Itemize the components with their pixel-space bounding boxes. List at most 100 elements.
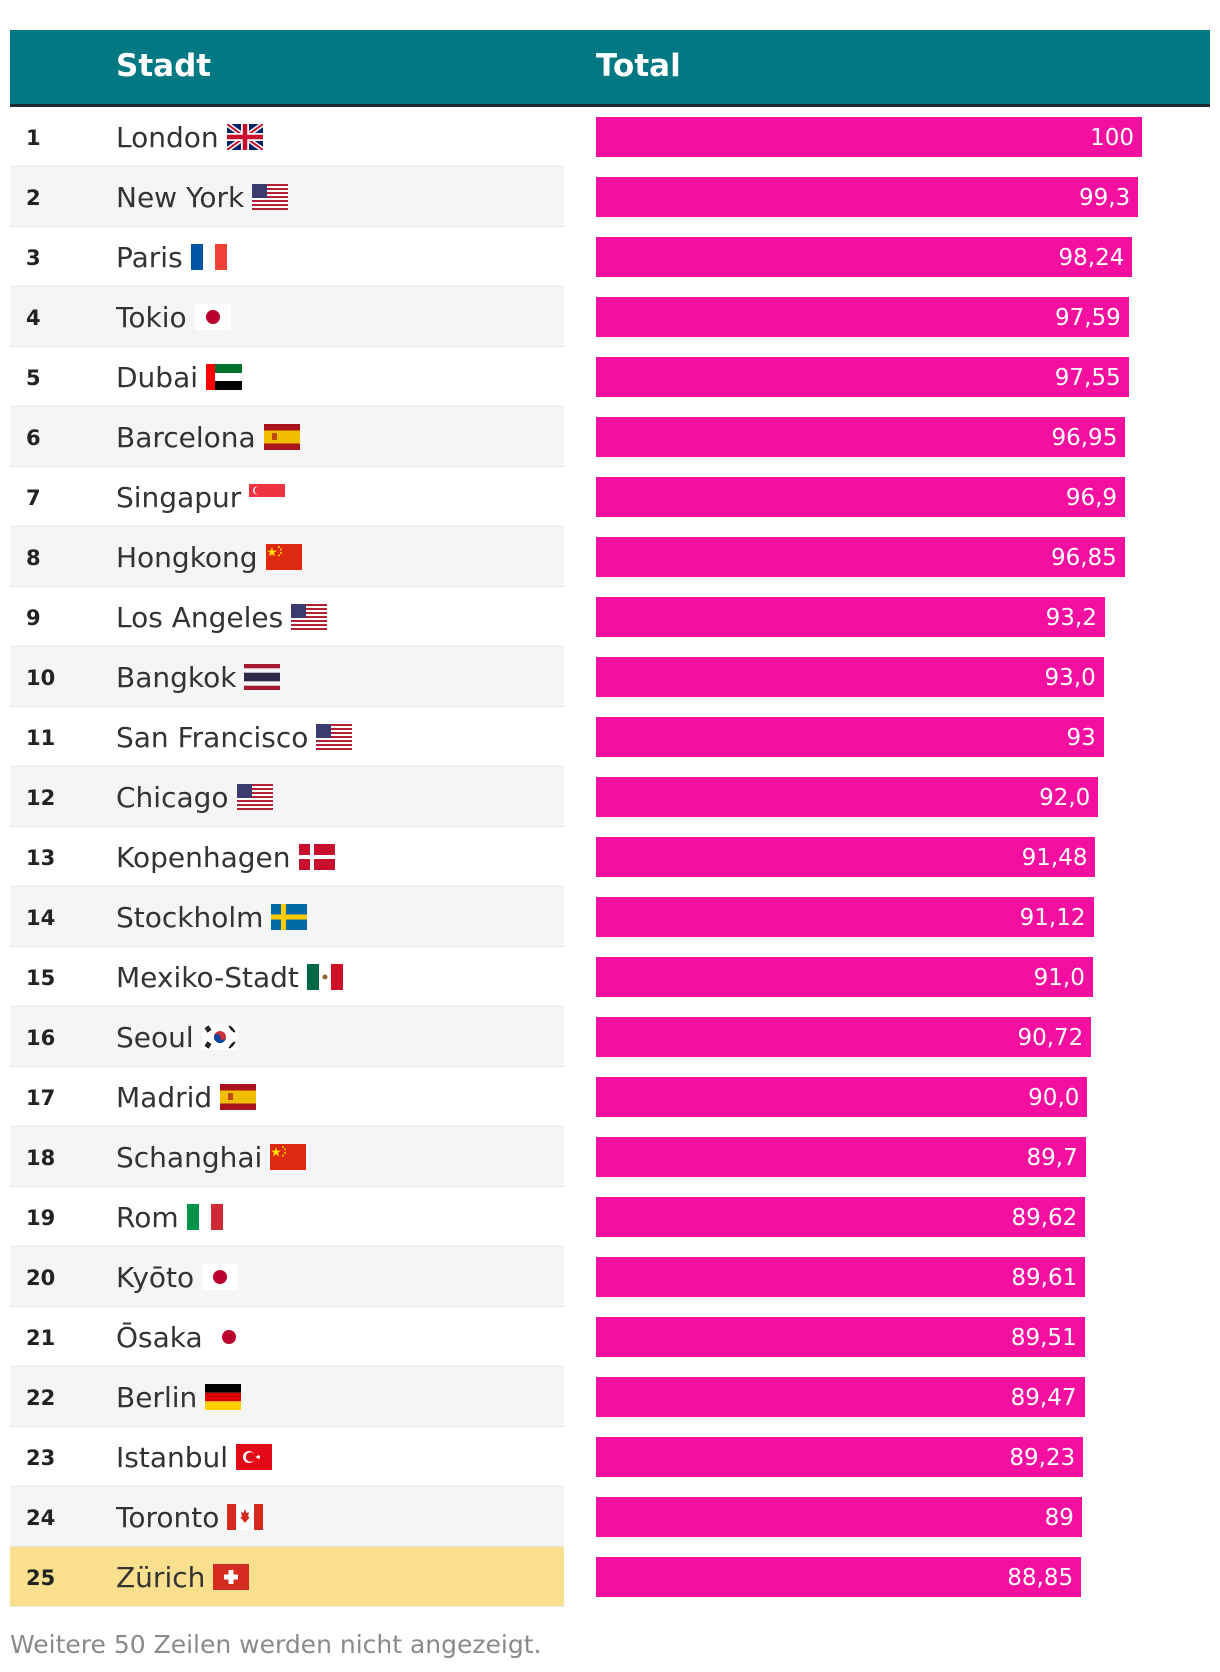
city-cell: Mexiko-Stadt (116, 960, 343, 994)
city-cell: Kopenhagen (116, 840, 335, 874)
table-row: 6 Barcelona 96,95 (10, 407, 1210, 467)
city-name: Schanghai (116, 1140, 263, 1174)
bar-track: 89,23 (596, 1437, 1210, 1477)
city-name: Ōsaka (116, 1320, 203, 1354)
bar-track: 90,72 (596, 1017, 1210, 1057)
value-label: 93 (1066, 725, 1096, 751)
value-label: 96,9 (1065, 485, 1118, 511)
rank-label: 3 (26, 246, 41, 270)
bar-track: 100 (596, 117, 1210, 157)
table-row: 4 Tokio 97,59 (10, 287, 1210, 347)
value-bar: 89,62 (596, 1197, 1086, 1237)
bar-track: 99,3 (596, 177, 1210, 217)
bar-track: 91,12 (596, 897, 1210, 937)
table-row: 1 London 100 (10, 107, 1210, 167)
value-label: 92,0 (1039, 785, 1091, 811)
table-row: 15 Mexiko-Stadt 91,0 (10, 947, 1210, 1007)
table-row: 16 Seoul 90,72 (10, 1007, 1210, 1067)
bar-track: 93 (596, 717, 1210, 757)
city-cell: Chicago (116, 780, 273, 814)
spain-flag-icon (220, 1084, 257, 1110)
city-cell: Dubai (116, 360, 243, 394)
city-name: New York (116, 180, 245, 214)
us-flag-icon (252, 184, 289, 210)
city-cell: Singapur (116, 480, 286, 514)
switzerland-flag-icon (213, 1564, 250, 1590)
value-bar: 89 (596, 1497, 1082, 1537)
value-bar: 93,0 (596, 657, 1104, 697)
rank-label: 24 (26, 1506, 56, 1530)
row-background (10, 1367, 564, 1427)
footnote: Weitere 50 Zeilen werden nicht angezeigt… (10, 1630, 542, 1659)
city-name: Los Angeles (116, 600, 284, 634)
value-bar: 89,47 (596, 1377, 1085, 1417)
value-bar: 89,7 (596, 1137, 1086, 1177)
bar-track: 88,85 (596, 1557, 1210, 1597)
thailand-flag-icon (244, 664, 281, 690)
city-name: Dubai (116, 360, 199, 394)
rank-label: 8 (26, 546, 41, 570)
value-label: 91,48 (1021, 845, 1088, 871)
row-background (10, 647, 564, 707)
bar-track: 93,2 (596, 597, 1210, 637)
city-cell: Hongkong (116, 540, 302, 574)
value-label: 89 (1044, 1505, 1074, 1531)
bar-track: 89,51 (596, 1317, 1210, 1357)
value-label: 100 (1090, 125, 1134, 151)
value-label: 96,95 (1051, 425, 1118, 451)
rank-label: 2 (26, 186, 41, 210)
rank-label: 15 (26, 966, 56, 990)
value-bar: 97,55 (596, 357, 1129, 397)
bar-track: 96,9 (596, 477, 1210, 517)
city-name: Madrid (116, 1080, 213, 1114)
city-cell: San Francisco (116, 720, 353, 754)
city-cell: Toronto (116, 1500, 264, 1534)
city-cell: Schanghai (116, 1140, 307, 1174)
japan-flag-icon (210, 1324, 247, 1350)
table-row: 3 Paris 98,24 (10, 227, 1210, 287)
city-name: Singapur (116, 480, 242, 514)
value-label: 89,23 (1009, 1445, 1076, 1471)
bar-track: 89 (596, 1497, 1210, 1537)
rank-label: 1 (26, 126, 41, 150)
value-label: 88,85 (1007, 1565, 1074, 1591)
table-row: 24 Toronto 89 (10, 1487, 1210, 1547)
bar-track: 89,61 (596, 1257, 1210, 1297)
value-bar: 90,0 (596, 1077, 1088, 1117)
city-name: Toronto (116, 1500, 220, 1534)
bar-track: 89,62 (596, 1197, 1210, 1237)
city-cell: Ōsaka (116, 1320, 247, 1354)
value-bar: 97,59 (596, 297, 1129, 337)
bar-track: 89,47 (596, 1377, 1210, 1417)
city-name: Rom (116, 1200, 179, 1234)
rank-label: 17 (26, 1086, 56, 1110)
table-row: 18 Schanghai 89,7 (10, 1127, 1210, 1187)
bar-track: 96,85 (596, 537, 1210, 577)
city-name: Kyōto (116, 1260, 195, 1294)
column-header-total[interactable]: Total (596, 48, 681, 84)
column-header-city[interactable]: Stadt (116, 48, 212, 84)
rank-label: 23 (26, 1446, 56, 1470)
value-label: 97,59 (1054, 305, 1121, 331)
value-bar: 90,72 (596, 1017, 1092, 1057)
city-cell: Madrid (116, 1080, 257, 1114)
value-label: 90,0 (1028, 1085, 1080, 1111)
china-flag-icon (270, 1144, 307, 1170)
table-row: 11 San Francisco 93 (10, 707, 1210, 767)
value-bar: 92,0 (596, 777, 1099, 817)
rank-label: 20 (26, 1266, 56, 1290)
bar-track: 89,7 (596, 1137, 1210, 1177)
table-body: 1 London 100 2 New York 99,3 3 Paris 98,24 4 Toki… (10, 107, 1210, 1607)
bar-track: 90,0 (596, 1077, 1210, 1117)
value-bar: 89,61 (596, 1257, 1086, 1297)
row-background (10, 707, 564, 767)
table-row: 5 Dubai 97,55 (10, 347, 1210, 407)
city-name: Bangkok (116, 660, 237, 694)
row-background (10, 947, 564, 1007)
city-cell: Zürich (116, 1560, 250, 1594)
bar-track: 97,59 (596, 297, 1210, 337)
uk-flag-icon (225, 121, 265, 153)
table-row: 13 Kopenhagen 91,48 (10, 827, 1210, 887)
row-background (10, 1427, 564, 1487)
table-row: 23 Istanbul 89,23 (10, 1427, 1210, 1487)
